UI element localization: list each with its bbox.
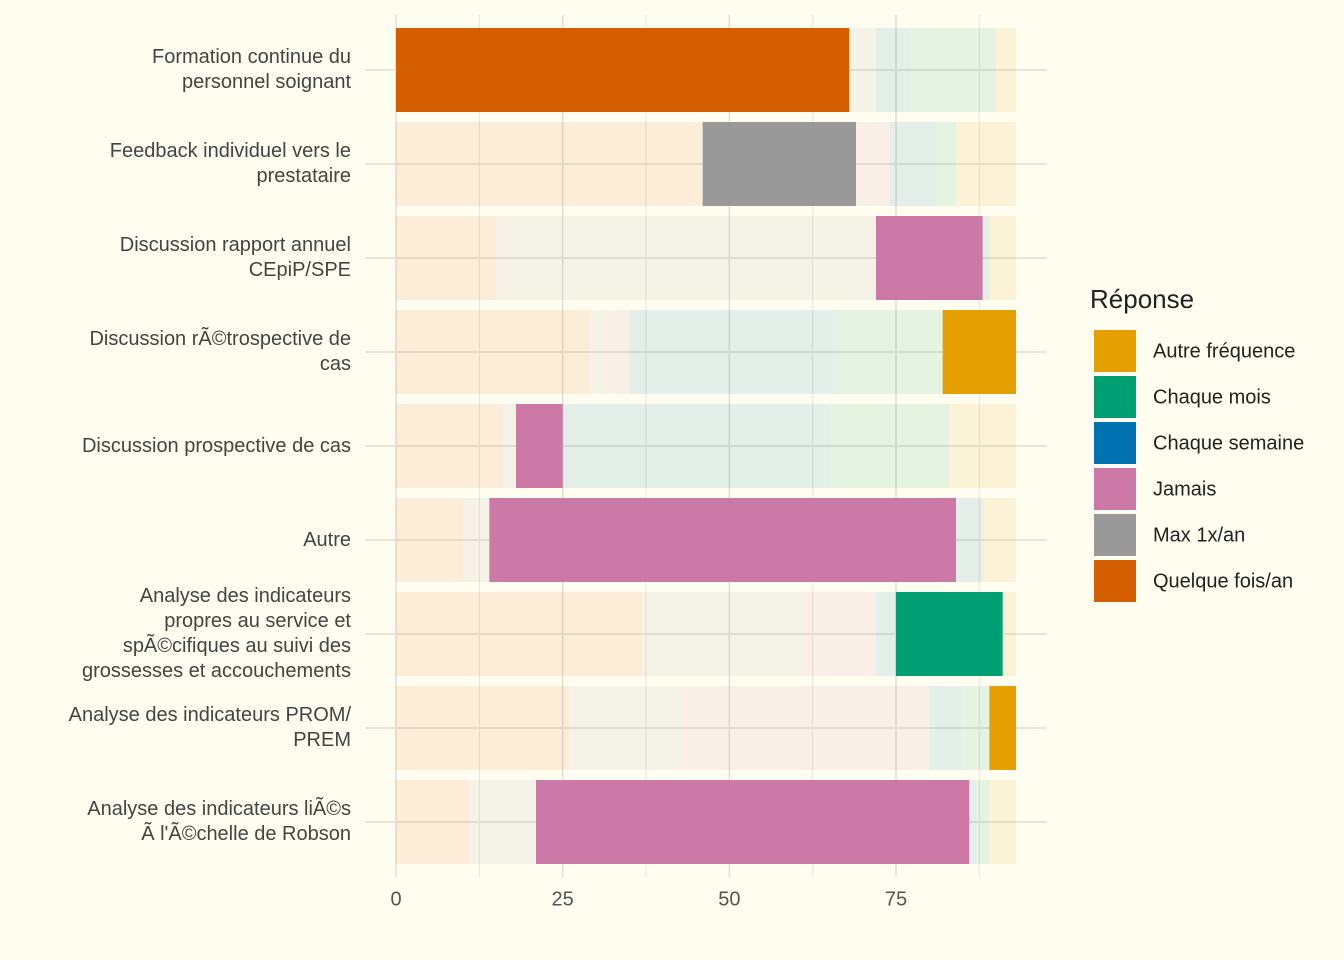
- bar-segment: [976, 780, 990, 864]
- bar-segment: [929, 686, 963, 770]
- legend-label: Chaque mois: [1153, 386, 1271, 408]
- bar-segment: [396, 404, 503, 488]
- bar-segment: [516, 404, 563, 488]
- bar-segment: [396, 498, 463, 582]
- legend-title: Réponse: [1090, 284, 1194, 314]
- bar-segment: [602, 310, 630, 394]
- bar-segment: [396, 780, 470, 864]
- x-tick-label: 75: [885, 888, 907, 910]
- bar-segment: [876, 216, 983, 300]
- legend-key: [1094, 560, 1136, 602]
- bar-segment: [396, 216, 496, 300]
- bar-segment: [996, 28, 1016, 112]
- bar-segment: [969, 780, 976, 864]
- bar-segment: [956, 122, 1016, 206]
- bar-segment: [569, 686, 683, 770]
- y-tick-label: Autre: [303, 528, 351, 551]
- y-tick-label: Formation continue du personnel soignant: [151, 46, 351, 93]
- legend-label: Autre fréquence: [1153, 340, 1295, 362]
- y-tick-label: Discussion rÃ©trospective de cas: [89, 328, 351, 375]
- x-tick-label: 25: [552, 888, 574, 910]
- x-tick-label: 0: [390, 888, 401, 910]
- bar-segment: [496, 216, 876, 300]
- bar-segment: [962, 686, 990, 770]
- bar-segment: [396, 28, 850, 112]
- y-tick-label: Analyse des indicateurs propres au servi…: [81, 585, 351, 682]
- bar-segment: [876, 592, 896, 676]
- legend-key: [1094, 422, 1136, 464]
- legend-key: [1094, 514, 1136, 556]
- bar-segment: [502, 404, 516, 488]
- legend-key: [1094, 376, 1136, 418]
- bar-segment: [1002, 592, 1016, 676]
- bar-segment: [942, 310, 1016, 394]
- bar-segment: [396, 122, 703, 206]
- bar-segment: [989, 216, 1016, 300]
- legend-label: Quelque fois/an: [1153, 570, 1293, 592]
- bar-segment: [396, 686, 570, 770]
- bar-segment: [562, 404, 830, 488]
- bar-segment: [829, 404, 950, 488]
- bar-segment: [956, 498, 983, 582]
- y-tick-label: Feedback individuel vers le prestataire: [109, 140, 351, 187]
- bar-segment: [489, 498, 956, 582]
- x-tick-label: 50: [718, 888, 740, 910]
- bar-segment: [949, 404, 1016, 488]
- bar-segment: [989, 780, 1016, 864]
- bar-segment: [589, 310, 603, 394]
- bar-segment: [469, 780, 536, 864]
- bar-segment: [836, 310, 943, 394]
- bar-segment: [396, 310, 590, 394]
- legend-key: [1094, 468, 1136, 510]
- bar-segment: [642, 592, 803, 676]
- legend-label: Jamais: [1153, 478, 1216, 500]
- y-tick-label: Discussion rapport annuel CEpiP/SPE: [119, 234, 351, 281]
- legend-label: Max 1x/an: [1153, 524, 1245, 546]
- bar-segment: [702, 122, 856, 206]
- bar-segment: [889, 122, 936, 206]
- y-tick-label: Analyse des indicateurs PROM/ PREM: [68, 704, 351, 751]
- y-tick-label: Discussion prospective de cas: [81, 434, 351, 457]
- bar-segment: [396, 592, 643, 676]
- bar-segment: [849, 28, 876, 112]
- bar-segment: [856, 122, 890, 206]
- bar-segment: [802, 592, 876, 676]
- bar-segment: [896, 592, 1003, 676]
- bar-segment: [982, 498, 1016, 582]
- bar-segment: [982, 216, 990, 300]
- bar-segment: [989, 686, 1016, 770]
- bar-segment: [936, 122, 956, 206]
- legend-key: [1094, 330, 1136, 372]
- bar-segment: [909, 28, 996, 112]
- bar-segment: [536, 780, 970, 864]
- bar-segment: [629, 310, 836, 394]
- y-tick-label: Analyse des indicateurs liÃ©s Ã l'Ã©chel…: [87, 798, 351, 845]
- bar-segment: [682, 686, 930, 770]
- legend-label: Chaque semaine: [1153, 432, 1304, 454]
- bar-segment: [876, 28, 910, 112]
- bar-segment: [462, 498, 490, 582]
